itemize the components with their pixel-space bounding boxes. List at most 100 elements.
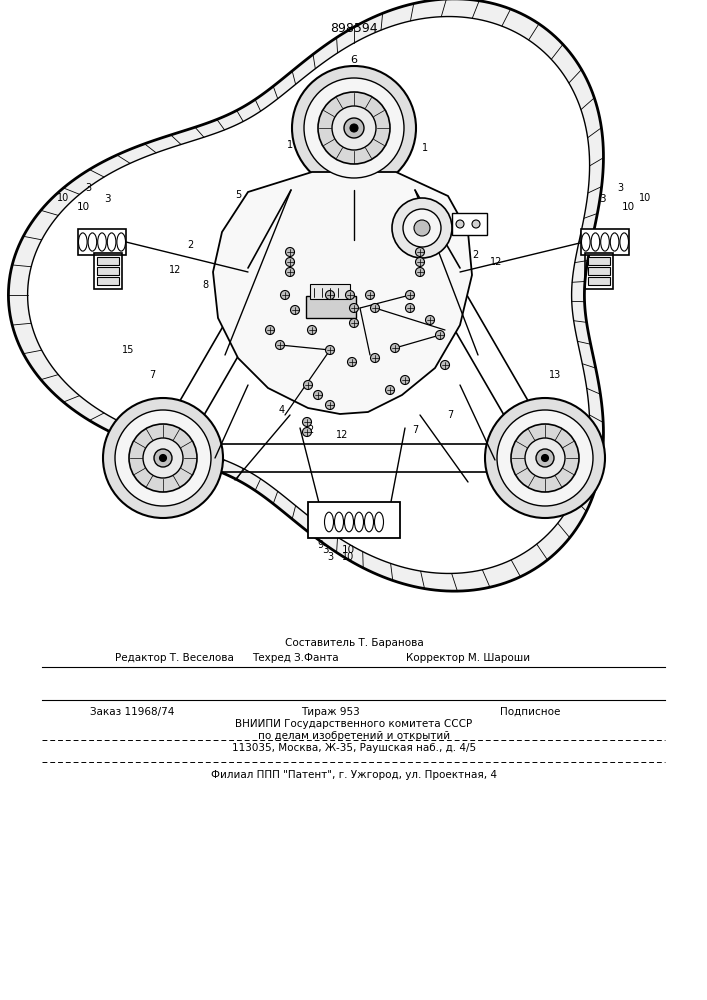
- Bar: [97, 267, 119, 275]
- Circle shape: [416, 267, 424, 276]
- Circle shape: [115, 410, 211, 506]
- Bar: [588, 277, 610, 285]
- Text: 898594: 898594: [330, 21, 378, 34]
- Circle shape: [276, 340, 284, 350]
- Text: 11: 11: [444, 217, 456, 227]
- Circle shape: [497, 410, 593, 506]
- Circle shape: [456, 220, 464, 228]
- Text: Составитель Т. Баранова: Составитель Т. Баранова: [285, 638, 423, 648]
- Circle shape: [344, 118, 364, 138]
- Text: 2: 2: [472, 250, 478, 260]
- Circle shape: [325, 400, 334, 410]
- Text: Заказ 11968/74: Заказ 11968/74: [90, 707, 175, 717]
- Text: 2: 2: [187, 240, 193, 250]
- Circle shape: [348, 358, 356, 366]
- Text: Редактор Т. Веселова: Редактор Т. Веселова: [115, 653, 234, 663]
- Text: Подписное: Подписное: [500, 707, 560, 717]
- Circle shape: [154, 449, 172, 467]
- Text: 13: 13: [549, 370, 561, 380]
- Text: 113035, Москва, Ж-35, Раушская наб., д. 4/5: 113035, Москва, Ж-35, Раушская наб., д. …: [232, 743, 476, 753]
- Text: 14: 14: [234, 295, 246, 305]
- Text: 1: 1: [570, 413, 576, 423]
- Circle shape: [303, 418, 312, 426]
- Circle shape: [536, 449, 554, 467]
- Circle shape: [414, 220, 430, 236]
- Text: Корректор М. Шароши: Корректор М. Шароши: [406, 653, 530, 663]
- Text: Техред З.Фанта: Техред З.Фанта: [252, 653, 339, 663]
- Bar: [94, 253, 122, 289]
- Bar: [588, 257, 610, 265]
- Circle shape: [303, 428, 312, 436]
- Text: 8: 8: [202, 280, 208, 290]
- Polygon shape: [28, 17, 590, 573]
- Circle shape: [286, 247, 295, 256]
- Text: 2: 2: [307, 178, 313, 188]
- Bar: [97, 257, 119, 265]
- Circle shape: [313, 390, 322, 399]
- Bar: [588, 267, 610, 275]
- Circle shape: [303, 380, 312, 389]
- Circle shape: [349, 304, 358, 312]
- Bar: [581, 229, 629, 255]
- Text: 3: 3: [104, 194, 110, 204]
- Text: 4: 4: [279, 405, 285, 415]
- Text: 10: 10: [639, 193, 651, 203]
- Bar: [452, 213, 487, 235]
- Circle shape: [349, 318, 358, 328]
- Text: 7: 7: [424, 195, 430, 205]
- Text: 3: 3: [327, 552, 333, 562]
- Circle shape: [103, 398, 223, 518]
- Circle shape: [160, 454, 167, 462]
- Circle shape: [390, 344, 399, 353]
- Text: 15: 15: [122, 345, 134, 355]
- Text: Филиал ППП "Патент", г. Ужгород, ул. Проектная, 4: Филиал ППП "Патент", г. Ужгород, ул. Про…: [211, 770, 497, 780]
- Circle shape: [400, 375, 409, 384]
- Circle shape: [370, 354, 380, 362]
- Text: 9: 9: [317, 540, 323, 550]
- Circle shape: [346, 290, 354, 300]
- Circle shape: [385, 385, 395, 394]
- Circle shape: [304, 78, 404, 178]
- Text: 7: 7: [412, 425, 418, 435]
- Text: 8: 8: [350, 385, 356, 395]
- Text: Тираж 953: Тираж 953: [300, 707, 359, 717]
- Text: 10: 10: [621, 202, 635, 212]
- Circle shape: [318, 92, 390, 164]
- Polygon shape: [213, 172, 472, 414]
- Circle shape: [308, 326, 317, 334]
- Polygon shape: [8, 0, 604, 591]
- Text: 3: 3: [322, 545, 328, 555]
- Text: 10: 10: [57, 193, 69, 203]
- Bar: [324, 508, 384, 536]
- Text: 7: 7: [447, 410, 453, 420]
- Circle shape: [143, 438, 183, 478]
- Text: 1: 1: [287, 140, 293, 150]
- Circle shape: [370, 304, 380, 312]
- Text: ВНИИПИ Государственного комитета СССР: ВНИИПИ Государственного комитета СССР: [235, 719, 472, 729]
- Text: 10: 10: [342, 552, 354, 562]
- Bar: [310, 284, 350, 299]
- Text: 12: 12: [490, 257, 502, 267]
- Text: 3: 3: [85, 183, 91, 193]
- Text: 1: 1: [130, 413, 136, 423]
- Circle shape: [366, 290, 375, 300]
- Text: 3: 3: [599, 194, 605, 204]
- Circle shape: [406, 290, 414, 300]
- Circle shape: [403, 209, 441, 247]
- Circle shape: [292, 66, 416, 190]
- Bar: [97, 277, 119, 285]
- Circle shape: [325, 346, 334, 355]
- Text: 12: 12: [169, 265, 181, 275]
- Bar: [78, 229, 126, 255]
- Text: 7: 7: [149, 370, 155, 380]
- Circle shape: [332, 106, 376, 150]
- Circle shape: [392, 198, 452, 258]
- Circle shape: [291, 306, 300, 314]
- Text: 6: 6: [542, 493, 548, 503]
- Text: 8: 8: [395, 380, 401, 390]
- Circle shape: [325, 290, 334, 300]
- Circle shape: [436, 330, 445, 340]
- Circle shape: [440, 360, 450, 369]
- Bar: [585, 253, 613, 289]
- Circle shape: [542, 454, 549, 462]
